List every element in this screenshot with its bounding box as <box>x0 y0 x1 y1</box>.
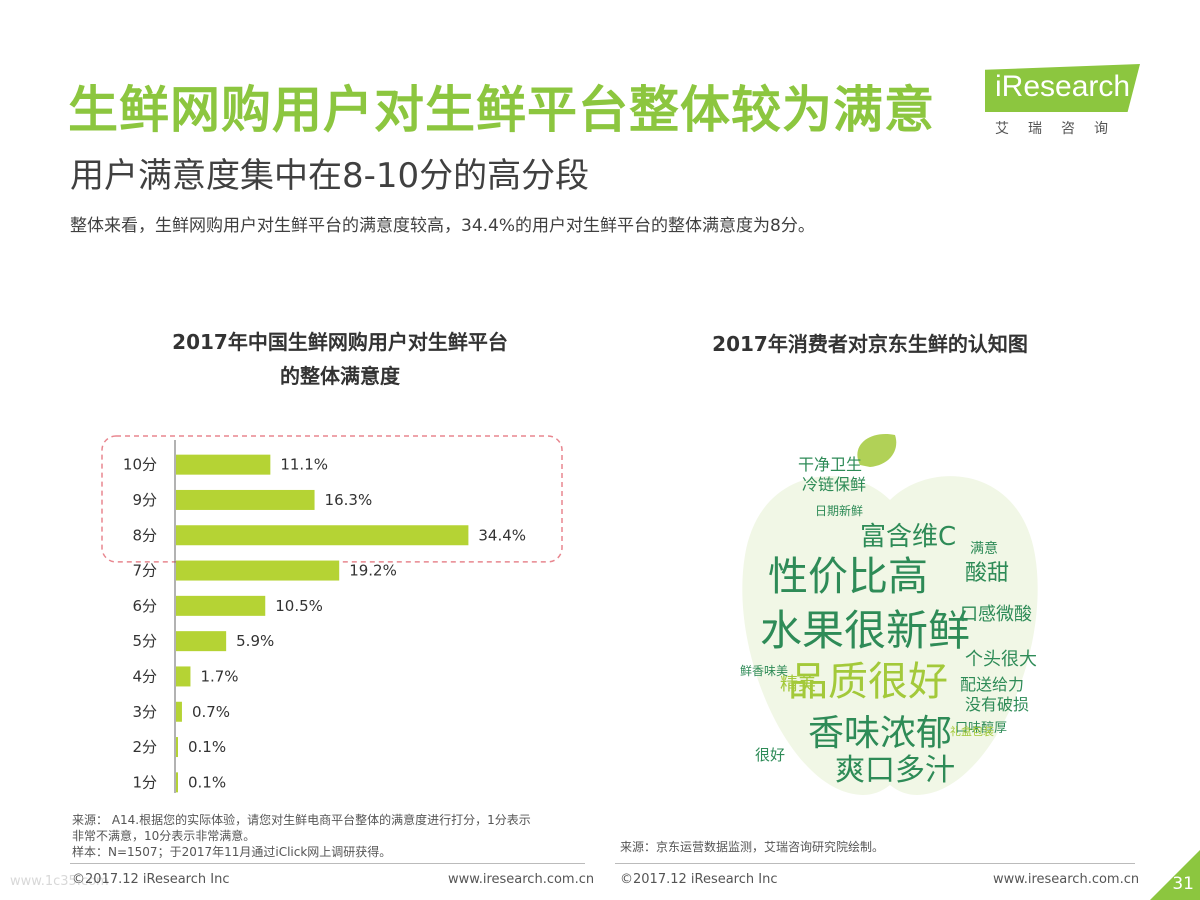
value-label: 0.1% <box>188 773 226 791</box>
category-label: 8分 <box>132 526 157 544</box>
word-cloud-word: 爽口多汁 <box>835 753 955 788</box>
word-cloud-word: 冷链保鲜 <box>802 475 866 494</box>
bar-chart-title: 2017年中国生鲜网购用户对生鲜平台 的整体满意度 <box>120 325 560 393</box>
category-label: 2分 <box>132 738 157 756</box>
value-label: 19.2% <box>349 562 397 580</box>
bar <box>176 595 266 616</box>
bar <box>176 525 469 546</box>
word-cloud-word: 礼盒包装 <box>950 724 994 738</box>
logo-subtext: 艾瑞咨询 <box>995 121 1127 137</box>
category-label: 5分 <box>132 632 157 650</box>
page-subtitle: 用户满意度集中在8-10分的高分段 <box>70 156 590 196</box>
bar-chart-title-line2: 的整体满意度 <box>280 364 400 388</box>
bar-chart-title-line1: 2017年中国生鲜网购用户对生鲜平台 <box>172 330 508 354</box>
word-cloud-word: 香味浓郁 <box>808 713 952 754</box>
logo-text: iResearch <box>995 70 1131 103</box>
bar <box>176 454 271 475</box>
value-label: 10.5% <box>275 597 323 615</box>
summary-text: 整体来看，生鲜网购用户对生鲜平台的满意度较高，34.4%的用户对生鲜平台的整体满… <box>70 216 815 236</box>
value-label: 34.4% <box>478 526 526 544</box>
word-cloud-title: 2017年消费者对京东生鲜的认知图 <box>712 332 1028 356</box>
word-cloud-word: 配送给力 <box>960 675 1024 694</box>
source-line1: 来源： A14.根据您的实际体验，请您对生鲜电商平台整体的满意度进行打分，1分表… <box>72 813 531 827</box>
bar <box>176 701 182 722</box>
category-label: 7分 <box>132 562 157 580</box>
word-cloud-word: 干净卫生 <box>798 455 862 474</box>
word-cloud-word: 满意 <box>970 540 998 557</box>
value-label: 16.3% <box>325 491 373 509</box>
word-cloud-word: 鲜香味美 <box>740 664 788 678</box>
bar-chart-source: 来源： A14.根据您的实际体验，请您对生鲜电商平台整体的满意度进行打分，1分表… <box>72 812 592 860</box>
footer-url-right: www.iresearch.com.cn <box>993 872 1140 887</box>
satisfaction-bar-chart: 10分 11.1% 9分 16.3% 8分 34.4% 7分 19.2% 6分 10.5% 5分 5.… <box>101 435 563 793</box>
word-cloud-word: 日期新鲜 <box>815 503 863 518</box>
word-cloud-word: 口感微酸 <box>960 604 1032 625</box>
page-number-badge: 31 <box>1150 850 1200 900</box>
word-cloud-word: 精美 <box>780 674 816 695</box>
page-number: 31 <box>1172 874 1194 894</box>
highlight-box <box>101 435 563 563</box>
bar <box>176 666 191 687</box>
bar <box>176 560 340 581</box>
category-label: 3分 <box>132 703 157 721</box>
sample-note: 样本：N=1507；于2017年11月通过iClick网上调研获得。 <box>72 845 392 859</box>
bar <box>176 631 227 652</box>
word-cloud-word: 性价比高 <box>768 554 928 600</box>
word-cloud-word: 很好 <box>755 746 785 764</box>
category-label: 9分 <box>132 491 157 509</box>
iresearch-logo: iResearch 艾瑞咨询 <box>985 62 1145 142</box>
bar <box>176 772 178 793</box>
page-title: 生鲜网购用户对生鲜平台整体较为满意 <box>68 81 935 139</box>
word-cloud-word: 富含维C <box>860 522 956 552</box>
word-cloud-word: 没有破损 <box>965 695 1029 714</box>
bar <box>176 737 178 758</box>
value-label: 0.7% <box>192 703 230 721</box>
value-label: 5.9% <box>236 632 274 650</box>
logo-banner <box>985 64 1140 112</box>
watermark: www.1c35.com <box>10 874 109 889</box>
apple-shape <box>742 476 1038 795</box>
footer-divider-left <box>70 863 585 864</box>
category-label: 6分 <box>132 597 157 615</box>
footer-copyright-left: ©2017.12 iResearch Inc <box>72 872 230 887</box>
bar <box>176 489 315 510</box>
word-cloud-word: 酸甜 <box>965 561 1009 586</box>
word-cloud-word: 口味醇厚 <box>955 720 1007 736</box>
value-label: 1.7% <box>200 667 238 685</box>
apple-leaf-icon <box>857 434 897 467</box>
value-label: 0.1% <box>188 738 226 756</box>
footer-url-left: www.iresearch.com.cn <box>448 872 595 887</box>
word-cloud-word: 品质很好 <box>788 659 948 705</box>
word-cloud-source: 来源：京东运营数据监测，艾瑞咨询研究院绘制。 <box>620 840 885 854</box>
footer-copyright-right: ©2017.12 iResearch Inc <box>620 872 778 887</box>
footer-divider-right <box>615 863 1135 864</box>
word-cloud-word: 水果很新鲜 <box>760 606 970 655</box>
source-line2: 非常不满意，10分表示非常满意。 <box>72 829 256 843</box>
word-cloud-word: 个头很大 <box>965 649 1037 670</box>
category-label: 4分 <box>132 667 157 685</box>
category-label: 1分 <box>132 773 157 791</box>
value-label: 11.1% <box>280 456 328 474</box>
category-label: 10分 <box>123 456 157 474</box>
